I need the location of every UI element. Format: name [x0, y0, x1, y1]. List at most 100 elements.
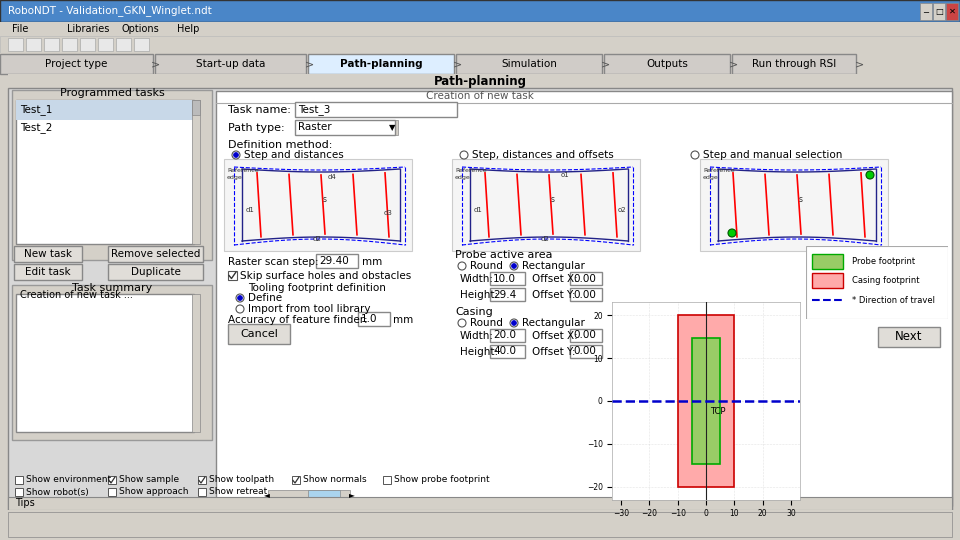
- Text: Edit task: Edit task: [25, 267, 71, 277]
- Text: Show toolpath: Show toolpath: [209, 476, 275, 484]
- Bar: [812, 273, 843, 288]
- Text: s: s: [551, 195, 555, 205]
- Bar: [920, 3, 932, 20]
- Bar: [15, 488, 23, 496]
- Circle shape: [691, 151, 699, 159]
- Text: >: >: [600, 59, 610, 69]
- Text: 29.40: 29.40: [319, 256, 348, 266]
- Text: 1.0: 1.0: [361, 314, 377, 324]
- Bar: [198, 476, 206, 484]
- Bar: [316, 254, 358, 268]
- Text: d3: d3: [384, 210, 393, 216]
- Bar: [0, 0, 960, 22]
- Bar: [295, 120, 395, 135]
- Bar: [0, 510, 960, 540]
- Text: Path-planning: Path-planning: [340, 59, 422, 69]
- Text: Height:: Height:: [460, 290, 498, 300]
- Text: d4: d4: [328, 174, 337, 180]
- Text: d2: d2: [541, 236, 550, 242]
- Text: File: File: [12, 24, 29, 34]
- Text: Outputs: Outputs: [646, 59, 688, 69]
- Text: Creation of new task: Creation of new task: [426, 91, 534, 101]
- Text: Step and distances: Step and distances: [244, 150, 344, 160]
- Text: ✕: ✕: [948, 7, 955, 16]
- Circle shape: [512, 321, 516, 326]
- Bar: [14, 246, 82, 262]
- Bar: [108, 246, 203, 262]
- Text: Options: Options: [122, 24, 159, 34]
- Bar: [108, 476, 116, 484]
- Bar: [452, 159, 640, 251]
- Text: Task name:: Task name:: [228, 105, 291, 115]
- Bar: [490, 329, 525, 342]
- Circle shape: [236, 305, 244, 313]
- Text: 40.0: 40.0: [493, 347, 516, 356]
- Text: Probe footprint: Probe footprint: [852, 257, 915, 266]
- Text: Test_2: Test_2: [20, 123, 53, 133]
- Text: Simulation: Simulation: [501, 59, 557, 69]
- Bar: [570, 288, 602, 301]
- Text: Task summary: Task summary: [72, 283, 152, 293]
- Bar: [692, 338, 720, 464]
- Bar: [308, 490, 340, 500]
- Circle shape: [236, 294, 244, 302]
- Bar: [0, 54, 153, 74]
- Text: Round: Round: [470, 261, 503, 271]
- Text: Programmed tasks: Programmed tasks: [60, 88, 164, 98]
- Text: Tips: Tips: [15, 498, 35, 509]
- Bar: [308, 54, 454, 74]
- Bar: [570, 329, 602, 342]
- Text: Show retreat: Show retreat: [209, 488, 267, 496]
- Bar: [116, 38, 131, 51]
- Bar: [8, 512, 952, 537]
- Text: mm: mm: [362, 257, 382, 267]
- Text: Offset X:: Offset X:: [532, 274, 578, 284]
- Text: d1: d1: [474, 207, 483, 213]
- Text: edge: edge: [455, 174, 470, 179]
- Text: Creation of new task ...: Creation of new task ...: [20, 290, 132, 300]
- Text: Step and manual selection: Step and manual selection: [703, 150, 842, 160]
- Bar: [16, 294, 194, 432]
- Text: 0.00: 0.00: [573, 347, 596, 356]
- Bar: [16, 100, 194, 120]
- Text: Raster scan step:: Raster scan step:: [228, 257, 319, 267]
- Text: * Direction of travel: * Direction of travel: [852, 296, 935, 305]
- Bar: [108, 264, 203, 280]
- Circle shape: [512, 264, 516, 268]
- Bar: [732, 54, 856, 74]
- Bar: [198, 488, 206, 496]
- Bar: [12, 90, 212, 260]
- Bar: [12, 285, 212, 440]
- Text: Project type: Project type: [45, 59, 108, 69]
- Text: Round: Round: [470, 318, 503, 328]
- Bar: [134, 38, 149, 51]
- Text: □: □: [935, 7, 943, 16]
- Bar: [8, 74, 952, 88]
- Text: mm: mm: [393, 315, 413, 325]
- Circle shape: [232, 151, 240, 159]
- Bar: [155, 54, 306, 74]
- Bar: [224, 159, 412, 251]
- Text: Width:: Width:: [460, 331, 494, 341]
- Text: Show robot(s): Show robot(s): [26, 488, 88, 496]
- Bar: [8, 38, 23, 51]
- Bar: [16, 100, 194, 244]
- Text: 10.0: 10.0: [493, 273, 516, 284]
- Bar: [26, 38, 41, 51]
- Bar: [192, 100, 200, 244]
- Text: d2: d2: [313, 236, 322, 242]
- Bar: [946, 3, 958, 20]
- Bar: [878, 327, 940, 347]
- Bar: [604, 54, 730, 74]
- Text: Rectangular: Rectangular: [522, 261, 585, 271]
- Bar: [44, 38, 59, 51]
- Text: Height:: Height:: [460, 347, 498, 357]
- Bar: [0, 22, 960, 36]
- Bar: [292, 476, 300, 484]
- Text: s: s: [323, 195, 327, 205]
- Text: ►: ►: [349, 490, 355, 500]
- Bar: [456, 54, 602, 74]
- Text: 0.00: 0.00: [573, 330, 596, 341]
- Text: RoboNDT - Validation_GKN_Winglet.ndt: RoboNDT - Validation_GKN_Winglet.ndt: [8, 5, 212, 16]
- Text: Help: Help: [177, 24, 200, 34]
